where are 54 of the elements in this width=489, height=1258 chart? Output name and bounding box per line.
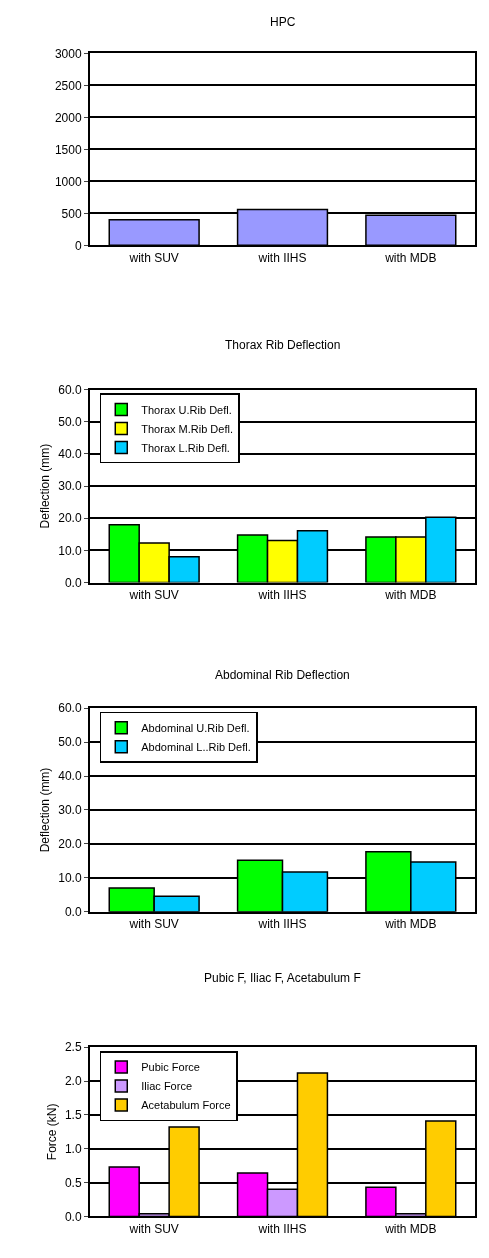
y-tick-label: 0.0 [64, 1209, 82, 1224]
x-tick-label: with IIHS [257, 250, 307, 265]
x-tick-label: with IIHS [257, 917, 307, 932]
x-tick-label: with IIHS [257, 587, 307, 602]
legend-label: Abdominal L..Rib Defl. [141, 741, 251, 754]
y-tick-label: 2.5 [64, 1040, 82, 1055]
chart-title: HPC [270, 15, 296, 29]
y-tick-label: 30.0 [58, 803, 82, 818]
chart-title: Abdominal Rib Deflection [215, 668, 350, 682]
y-axis-title: Deflection (mm) [38, 767, 53, 853]
y-axis-title: Force (kN) [44, 1103, 59, 1161]
x-tick-label: with MDB [384, 1221, 437, 1236]
x-tick-label: with MDB [384, 587, 437, 602]
y-tick-label: 20.0 [58, 837, 82, 852]
y-tick-label: 2500 [54, 78, 82, 93]
legend-label: Iliac Force [141, 1080, 193, 1093]
legend-label: Thorax U.Rib Defl. [141, 403, 232, 416]
x-tick-label: with SUV [128, 587, 179, 602]
y-tick-label: 1.5 [64, 1108, 82, 1123]
y-tick-label: 1000 [54, 174, 82, 189]
legend-label: Thorax M.Rib Defl. [141, 422, 233, 435]
x-tick-label: with IIHS [257, 1221, 307, 1236]
x-tick-label: with SUV [128, 250, 179, 265]
y-tick-label: 40.0 [58, 769, 82, 784]
x-tick-label: with SUV [128, 1221, 179, 1236]
y-tick-label: 3000 [54, 46, 82, 61]
y-tick-label: 20.0 [58, 511, 82, 526]
x-tick-label: with SUV [128, 917, 179, 932]
legend-label: Thorax L.Rib Defl. [141, 441, 230, 454]
y-tick-label: 50.0 [58, 415, 82, 430]
x-tick-label: with MDB [384, 250, 437, 265]
y-tick-label: 50.0 [58, 735, 82, 750]
y-tick-label: 10.0 [58, 871, 82, 886]
y-tick-label: 500 [61, 206, 82, 221]
y-tick-label: 0 [74, 238, 82, 253]
y-tick-label: 0.0 [64, 905, 82, 920]
legend-label: Abdominal U.Rib Defl. [141, 722, 250, 735]
legend-label: Pubic Force [141, 1061, 200, 1074]
y-tick-label: 0.0 [64, 575, 82, 590]
chart-title: Pubic F, Iliac F, Acetabulum F [204, 971, 361, 985]
y-tick-label: 2.0 [64, 1074, 82, 1089]
y-tick-label: 1500 [54, 142, 82, 157]
y-tick-label: 60.0 [58, 701, 82, 716]
y-tick-label: 0.5 [64, 1175, 82, 1190]
y-tick-label: 60.0 [58, 382, 82, 397]
chart-title: Thorax Rib Deflection [225, 338, 341, 352]
y-axis-title: Deflection (mm) [38, 443, 53, 529]
x-tick-label: with MDB [384, 917, 437, 932]
y-tick-label: 30.0 [58, 479, 82, 494]
y-tick-label: 10.0 [58, 543, 82, 558]
y-tick-label: 2000 [54, 110, 82, 125]
y-tick-label: 40.0 [58, 447, 82, 462]
y-tick-label: 1.0 [64, 1141, 82, 1156]
legend-label: Acetabulum Force [141, 1099, 231, 1112]
